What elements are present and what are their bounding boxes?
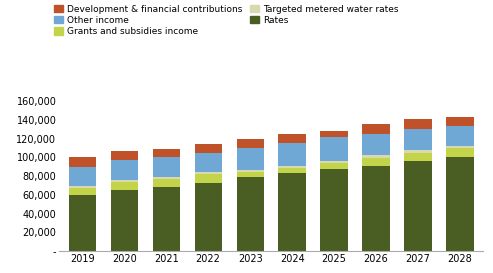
Bar [404,150,432,153]
Bar [69,157,96,167]
Bar [110,182,138,190]
Bar [152,187,180,251]
Bar [279,134,306,143]
Bar [237,139,264,148]
Bar [152,177,180,179]
Bar [110,160,138,180]
Bar [237,172,264,177]
Bar [446,149,474,157]
Bar [69,186,96,188]
Bar [362,158,390,166]
Bar [152,149,180,157]
Bar [152,179,180,187]
Bar [320,130,348,137]
Bar [69,188,96,195]
Bar [404,119,432,129]
Bar [362,166,390,251]
Bar [320,161,348,163]
Bar [110,190,138,251]
Bar [237,177,264,251]
Bar [362,155,390,158]
Bar [362,124,390,134]
Bar [110,180,138,182]
Bar [195,172,222,174]
Bar [69,195,96,251]
Bar [446,126,474,146]
Bar [195,153,222,172]
Bar [195,174,222,183]
Bar [320,137,348,161]
Bar [320,163,348,168]
Bar [362,134,390,155]
Bar [320,168,348,251]
Bar [152,157,180,177]
Bar [237,148,264,170]
Bar [237,170,264,172]
Bar [404,129,432,150]
Legend: Development & financial contributions, Other income, Grants and subsidies income: Development & financial contributions, O… [54,5,399,36]
Bar [195,144,222,153]
Bar [279,166,306,168]
Bar [446,157,474,251]
Bar [446,117,474,126]
Bar [110,151,138,160]
Bar [279,173,306,251]
Bar [446,146,474,149]
Bar [69,167,96,186]
Bar [279,143,306,166]
Bar [195,183,222,251]
Bar [404,161,432,251]
Bar [404,153,432,161]
Bar [279,168,306,173]
